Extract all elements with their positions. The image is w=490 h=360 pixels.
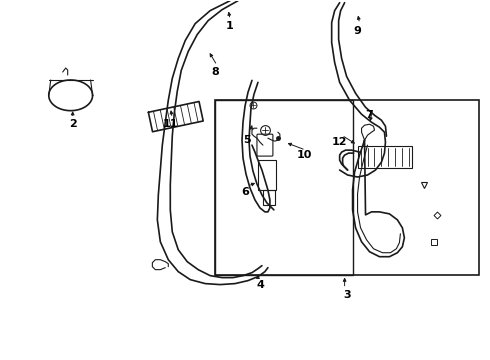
Text: 1: 1 xyxy=(226,21,234,31)
Text: 4: 4 xyxy=(256,280,264,289)
Bar xyxy=(215,100,479,275)
Text: 10: 10 xyxy=(297,150,313,160)
Text: 9: 9 xyxy=(354,26,362,36)
Text: 8: 8 xyxy=(211,67,219,77)
Text: 6: 6 xyxy=(241,187,249,197)
Text: 3: 3 xyxy=(344,289,351,300)
Bar xyxy=(215,100,353,275)
Text: 7: 7 xyxy=(366,110,373,120)
Bar xyxy=(358,146,413,168)
Text: 5: 5 xyxy=(243,135,251,145)
Bar xyxy=(263,190,275,205)
Text: 12: 12 xyxy=(332,137,347,147)
Text: 2: 2 xyxy=(69,119,76,129)
Bar xyxy=(258,160,276,190)
Text: 11: 11 xyxy=(163,119,178,129)
